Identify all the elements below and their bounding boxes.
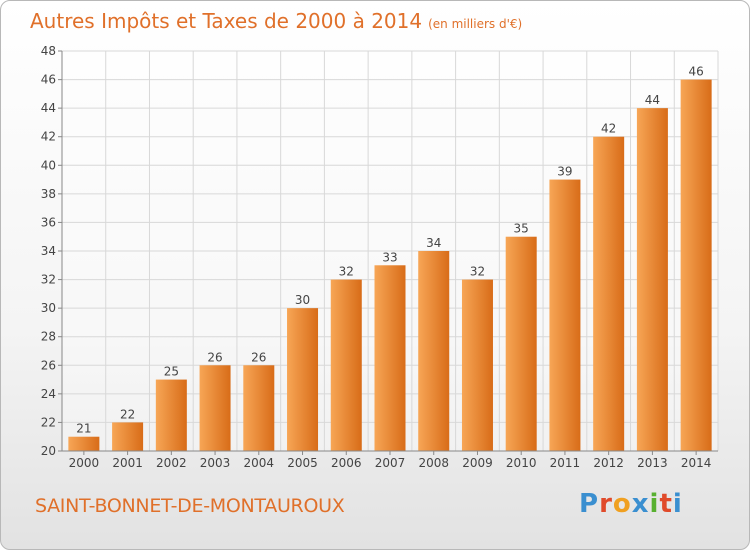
bar-2013 [636, 108, 668, 452]
y-tick-label-42: 42 [41, 130, 56, 144]
x-tick-label-2005: 2005 [287, 456, 318, 470]
x-tick-label-2010: 2010 [506, 456, 537, 470]
bar-2010 [505, 236, 537, 451]
x-tick-label-2011: 2011 [550, 456, 581, 470]
bar-2004 [243, 365, 275, 451]
bar-value-label-2006: 32 [339, 265, 354, 279]
bar-2014 [680, 79, 712, 452]
bar-2005 [287, 308, 319, 451]
bar-value-label-2011: 39 [557, 165, 572, 179]
x-tick-label-2012: 2012 [593, 456, 624, 470]
x-tick-label-2014: 2014 [681, 456, 712, 470]
x-tick-label-2000: 2000 [69, 456, 100, 470]
logo-letter: i [672, 489, 683, 519]
municipality-name: SAINT-BONNET-DE-MONTAUROUX [35, 495, 345, 517]
chart-title-text: Autres Impôts et Taxes de 2000 à 2014 [30, 9, 423, 33]
bar-value-label-2012: 42 [601, 122, 616, 136]
bar-value-label-2007: 33 [382, 250, 397, 264]
bar-2008 [418, 251, 450, 451]
y-tick-label-24: 24 [41, 387, 56, 401]
bar-value-label-2005: 30 [295, 293, 310, 307]
bar-value-label-2008: 34 [426, 236, 441, 250]
y-tick-label-22: 22 [41, 415, 56, 429]
logo-letter: t [659, 489, 673, 519]
bar-value-label-2000: 21 [76, 422, 91, 436]
x-tick-label-2006: 2006 [331, 456, 362, 470]
bar-2000 [68, 436, 100, 451]
x-tick-label-2008: 2008 [418, 456, 449, 470]
bar-value-label-2003: 26 [207, 350, 222, 364]
y-tick-label-48: 48 [41, 44, 56, 58]
chart-unit: (en milliers d'€) [428, 17, 523, 31]
y-tick-label-36: 36 [41, 215, 56, 229]
bar-value-label-2009: 32 [470, 265, 485, 279]
y-tick-label-34: 34 [41, 244, 56, 258]
bar-value-label-2014: 46 [688, 65, 703, 79]
logo-letter: i [649, 489, 660, 519]
bar-2001 [112, 422, 144, 451]
logo-letter: r [599, 489, 613, 519]
y-tick-label-38: 38 [41, 187, 56, 201]
bar-2003 [199, 365, 231, 451]
x-tick-label-2009: 2009 [462, 456, 493, 470]
y-tick-label-32: 32 [41, 273, 56, 287]
y-tick-label-28: 28 [41, 330, 56, 344]
y-tick-label-20: 20 [41, 444, 56, 458]
bar-2011 [549, 179, 581, 452]
bar-2006 [330, 279, 362, 451]
logo-letter: P [579, 489, 600, 519]
y-tick-label-30: 30 [41, 301, 56, 315]
x-tick-label-2001: 2001 [112, 456, 143, 470]
bar-value-label-2004: 26 [251, 350, 266, 364]
bar-2007 [374, 265, 406, 451]
x-tick-label-2003: 2003 [200, 456, 231, 470]
chart-title: Autres Impôts et Taxes de 2000 à 2014 (en… [30, 9, 522, 33]
x-tick-label-2002: 2002 [156, 456, 187, 470]
bar-value-label-2002: 25 [164, 365, 179, 379]
x-tick-label-2013: 2013 [637, 456, 668, 470]
bar-value-label-2010: 35 [514, 222, 529, 236]
x-tick-label-2007: 2007 [375, 456, 406, 470]
x-tick-label-2004: 2004 [244, 456, 275, 470]
bar-2012 [593, 136, 625, 451]
bar-value-label-2013: 44 [645, 93, 660, 107]
y-tick-label-40: 40 [41, 158, 56, 172]
bar-value-label-2001: 22 [120, 407, 135, 421]
y-tick-label-44: 44 [41, 101, 56, 115]
logo-letter: x [631, 489, 650, 519]
bar-2002 [155, 379, 187, 451]
logo-letter: o [612, 489, 632, 519]
y-tick-label-46: 46 [41, 73, 56, 87]
bar-2009 [461, 279, 493, 451]
y-tick-label-26: 26 [41, 358, 56, 372]
proxiti-logo: Proxiti [579, 489, 683, 519]
